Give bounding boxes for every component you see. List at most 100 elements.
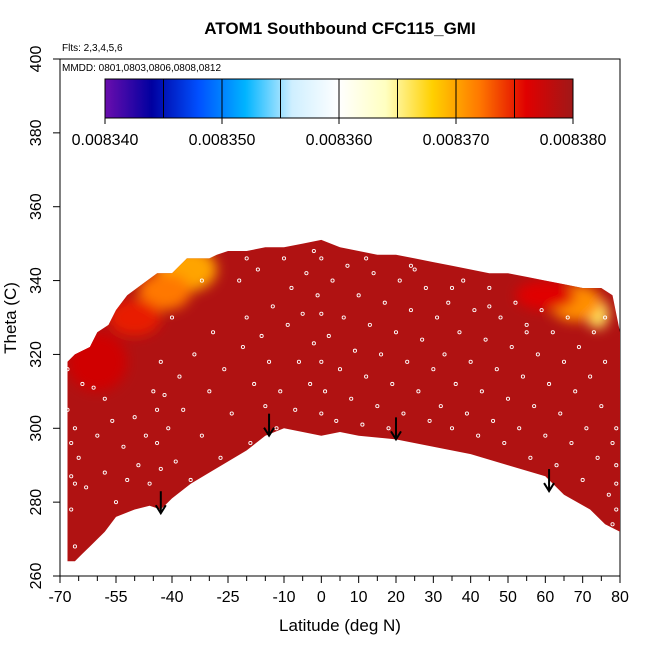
sample-point bbox=[438, 404, 443, 409]
sample-point bbox=[110, 418, 115, 423]
y-tick-label: 380 bbox=[28, 119, 45, 146]
sample-point bbox=[330, 278, 335, 283]
sample-point bbox=[449, 426, 455, 431]
sample-point bbox=[102, 396, 107, 401]
sample-point bbox=[535, 352, 540, 357]
colorbar: 0.008340 0.008350 0.008360 0.008370 0.008380 bbox=[72, 78, 607, 149]
sample-point bbox=[367, 322, 372, 327]
sample-point bbox=[476, 433, 481, 438]
x-tick-label: 60 bbox=[536, 589, 554, 606]
colorbar-tick-label: 0.008350 bbox=[189, 132, 256, 149]
sample-point bbox=[252, 381, 257, 387]
sample-point bbox=[423, 285, 428, 291]
sample-point bbox=[341, 315, 346, 320]
sample-point bbox=[364, 256, 369, 261]
sample-point bbox=[162, 392, 167, 398]
sample-point bbox=[285, 322, 290, 327]
tropopause-arrow bbox=[154, 491, 167, 516]
colorbar-tick-label: 0.008370 bbox=[423, 132, 490, 149]
sample-point bbox=[524, 322, 529, 327]
sample-point bbox=[270, 304, 275, 309]
data-field bbox=[65, 239, 620, 562]
sample-point bbox=[588, 374, 593, 379]
colorbar-tick-label: 0.008380 bbox=[540, 132, 607, 149]
sample-point bbox=[125, 477, 130, 483]
x-tick-label: -25 bbox=[216, 589, 239, 606]
sample-point bbox=[487, 304, 492, 309]
sample-point bbox=[222, 367, 227, 372]
y-tick-label: 300 bbox=[28, 415, 45, 442]
sample-point bbox=[371, 271, 376, 276]
sample-point bbox=[136, 463, 141, 468]
sample-point bbox=[502, 441, 507, 446]
sample-point bbox=[565, 315, 570, 320]
y-axis-label: Theta (C) bbox=[1, 282, 20, 354]
sample-point bbox=[591, 330, 596, 335]
sample-point bbox=[326, 333, 331, 339]
sample-point bbox=[520, 374, 525, 379]
sample-point bbox=[614, 507, 619, 512]
sample-point bbox=[528, 455, 533, 460]
sample-point bbox=[72, 481, 77, 486]
sample-point bbox=[293, 407, 298, 412]
sample-point bbox=[595, 455, 600, 460]
sample-point bbox=[244, 256, 249, 261]
sample-point bbox=[334, 418, 339, 423]
sample-point bbox=[461, 278, 466, 283]
sample-point bbox=[143, 433, 148, 438]
colorbar-dividers bbox=[163, 79, 515, 118]
sample-point bbox=[158, 359, 163, 364]
sample-point bbox=[132, 415, 137, 420]
sample-point bbox=[76, 455, 81, 460]
sample-point bbox=[356, 293, 361, 298]
sample-point bbox=[289, 285, 294, 291]
sample-point bbox=[278, 389, 283, 394]
sample-point bbox=[517, 426, 522, 431]
sample-point bbox=[177, 374, 182, 379]
sample-point bbox=[349, 396, 354, 401]
sample-point bbox=[319, 256, 324, 261]
field-patches bbox=[67, 247, 609, 392]
field-patch bbox=[515, 280, 576, 311]
sample-point bbox=[315, 293, 320, 298]
x-axis: -70 -55 -40 -25 -10 0 10 20 30 40 50 60 70 80 bbox=[48, 576, 629, 606]
sample-point bbox=[151, 389, 156, 394]
x-tick-label: -55 bbox=[104, 589, 127, 606]
colorbar-ticks: 0.008340 0.008350 0.008360 0.008370 0.008380 bbox=[72, 118, 607, 149]
sample-point bbox=[375, 404, 380, 409]
sample-point bbox=[244, 315, 249, 320]
sample-point bbox=[311, 341, 316, 346]
y-axis: 260 280 300 320 340 360 380 400 bbox=[28, 46, 60, 589]
sample-point bbox=[319, 411, 324, 416]
sample-point bbox=[248, 441, 253, 446]
sample-point bbox=[155, 441, 160, 446]
arrows bbox=[154, 413, 555, 516]
sample-point bbox=[479, 389, 484, 394]
field-patch bbox=[108, 299, 161, 336]
chart-title: ATOM1 Southbound CFC115_GMI bbox=[204, 19, 475, 38]
x-tick-label: -70 bbox=[48, 589, 71, 606]
x-tick-label: 50 bbox=[499, 589, 517, 606]
sample-point bbox=[169, 315, 175, 320]
sample-point bbox=[166, 426, 171, 431]
sample-point bbox=[603, 315, 608, 320]
sample-point bbox=[155, 407, 160, 412]
sample-point bbox=[323, 389, 328, 394]
y-tick-label: 280 bbox=[28, 489, 45, 516]
sample-point bbox=[69, 507, 74, 512]
sample-point bbox=[513, 300, 518, 305]
sample-point bbox=[113, 500, 119, 505]
sample-point bbox=[147, 481, 152, 486]
sample-point bbox=[281, 256, 287, 261]
sample-point bbox=[379, 352, 384, 357]
sample-point bbox=[337, 367, 343, 372]
sample-point bbox=[237, 278, 242, 283]
sample-point bbox=[408, 263, 413, 268]
sample-point bbox=[72, 426, 77, 431]
sample-point bbox=[614, 481, 619, 486]
sample-point bbox=[401, 411, 406, 416]
x-tick-label: -40 bbox=[160, 589, 183, 606]
sample-point bbox=[211, 330, 216, 335]
sample-point bbox=[543, 433, 548, 438]
